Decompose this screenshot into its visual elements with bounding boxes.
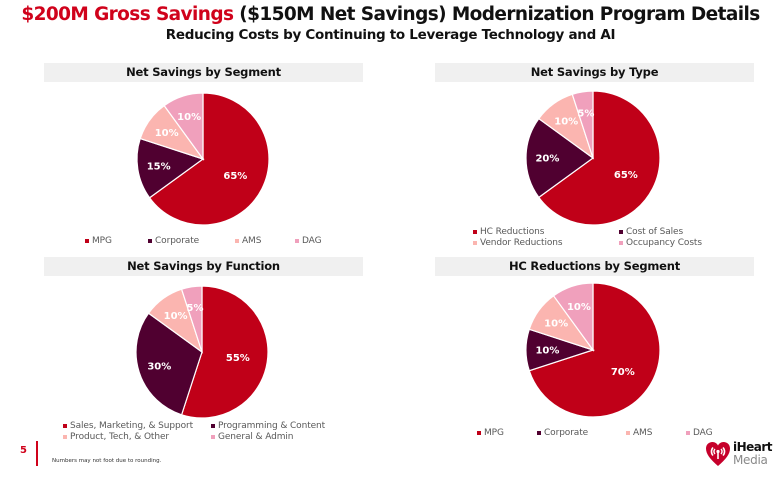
pie-slice-programming-content <box>135 312 203 416</box>
legend-label: DAG <box>693 428 713 438</box>
legend-label: Corporate <box>155 236 200 246</box>
legend-label: Corporate <box>544 428 589 438</box>
legend-item: MPG <box>85 236 112 246</box>
pie-slice-corporate <box>136 137 205 199</box>
legend-item: AMS <box>235 236 261 246</box>
legend-item: Occupancy Costs <box>619 238 702 248</box>
legend-swatch <box>211 435 215 439</box>
legend-item: Cost of Sales <box>619 227 683 237</box>
legend-label: Programming & Content <box>218 421 326 431</box>
pie-slice-cost-of-sales <box>525 117 595 199</box>
legend-swatch <box>211 424 215 428</box>
legend-swatch <box>477 431 481 435</box>
legend-label: AMS <box>633 428 653 438</box>
legend-swatch <box>473 230 477 234</box>
pie-data-label: 20% <box>535 154 559 165</box>
legend-label: Cost of Sales <box>626 227 684 237</box>
legend-item: MPG <box>477 428 504 438</box>
legend-item: General & Admin <box>211 432 294 442</box>
legend-swatch <box>85 239 89 243</box>
pie-data-label: 10% <box>567 302 591 313</box>
page-title-rest: ($150M Net Savings) Modernization Progra… <box>233 4 760 25</box>
page-subtitle: Reducing Costs by Continuing to Leverage… <box>165 27 616 43</box>
legend-swatch <box>63 424 67 428</box>
pie-data-label: 10% <box>544 319 568 330</box>
legend-swatch <box>63 435 67 439</box>
chart-title-hc-segment: HC Reductions by Segment <box>435 257 754 276</box>
legend-swatch <box>295 239 299 243</box>
chart-title-type: Net Savings by Type <box>435 63 754 82</box>
legend-label: Sales, Marketing, & Support <box>70 421 194 431</box>
legend-swatch <box>626 431 630 435</box>
legend-label: Occupancy Costs <box>626 238 702 248</box>
pie-data-label: 5% <box>186 303 203 314</box>
pie-data-label: 55% <box>226 353 250 364</box>
pie-slice-hc-reductions <box>537 90 661 226</box>
legend-swatch <box>473 241 477 245</box>
legend-label: MPG <box>92 236 112 246</box>
legend-item: Product, Tech, & Other <box>63 432 169 442</box>
legend-item: DAG <box>686 428 713 438</box>
pie-slice-general-admin <box>180 285 203 353</box>
legend-item: HC Reductions <box>473 227 544 237</box>
legend-label: Product, Tech, & Other <box>70 432 170 442</box>
legend-swatch <box>686 431 690 435</box>
pie-data-label: 65% <box>614 170 638 181</box>
legend-item: AMS <box>626 428 652 438</box>
legend-label: General & Admin <box>218 432 294 442</box>
pie-slice-occupancy-costs <box>571 90 594 159</box>
pie-data-label: 30% <box>147 361 171 372</box>
pie-slice-dag <box>163 92 204 161</box>
page-title-accent: $200M Gross Savings <box>21 4 234 25</box>
logo-text-media: Media <box>733 453 768 467</box>
page-number: 5 <box>20 445 27 456</box>
iheartmedia-logo: iHeart Media <box>704 439 776 471</box>
pie-data-label: 10% <box>554 117 578 128</box>
pie-slice-mpg <box>148 92 270 226</box>
legend-swatch <box>148 239 152 243</box>
legend-swatch <box>619 230 623 234</box>
chart-title-function: Net Savings by Function <box>44 257 363 276</box>
legend-swatch <box>537 431 541 435</box>
logo-text-iheart: iHeart <box>733 440 773 454</box>
legend-label: DAG <box>302 236 322 246</box>
legend-swatch <box>235 239 239 243</box>
legend-label: MPG <box>484 428 504 438</box>
page-title: $200M Gross Savings ($150M Net Savings) … <box>0 4 781 25</box>
pie-data-label: 15% <box>147 162 171 173</box>
legend-label: HC Reductions <box>480 227 545 237</box>
legend-item: Corporate <box>537 428 588 438</box>
pie-data-label: 70% <box>611 367 635 378</box>
pie-data-label: 10% <box>155 128 179 139</box>
pie-data-label: 10% <box>164 311 188 322</box>
page-number-divider <box>36 441 38 466</box>
pie-data-label: 5% <box>577 109 594 120</box>
legend-item: Programming & Content <box>211 421 325 431</box>
pie-slice-dag <box>552 282 594 352</box>
legend-label: AMS <box>242 236 262 246</box>
iheart-logo-icon <box>706 442 730 466</box>
legend-item: Sales, Marketing, & Support <box>63 421 193 431</box>
legend-item: Corporate <box>148 236 199 246</box>
footnote: Numbers may not foot due to rounding. <box>52 458 162 464</box>
legend-item: Vendor Reductions <box>473 238 563 248</box>
legend-item: DAG <box>295 236 322 246</box>
legend-swatch <box>619 241 623 245</box>
pie-data-label: 10% <box>535 346 559 357</box>
pie-data-label: 65% <box>223 171 247 182</box>
legend-label: Vendor Reductions <box>480 238 563 248</box>
chart-title-segment: Net Savings by Segment <box>44 63 363 82</box>
pie-data-label: 10% <box>177 112 201 123</box>
pie-slice-sales-marketing-support <box>180 285 269 419</box>
